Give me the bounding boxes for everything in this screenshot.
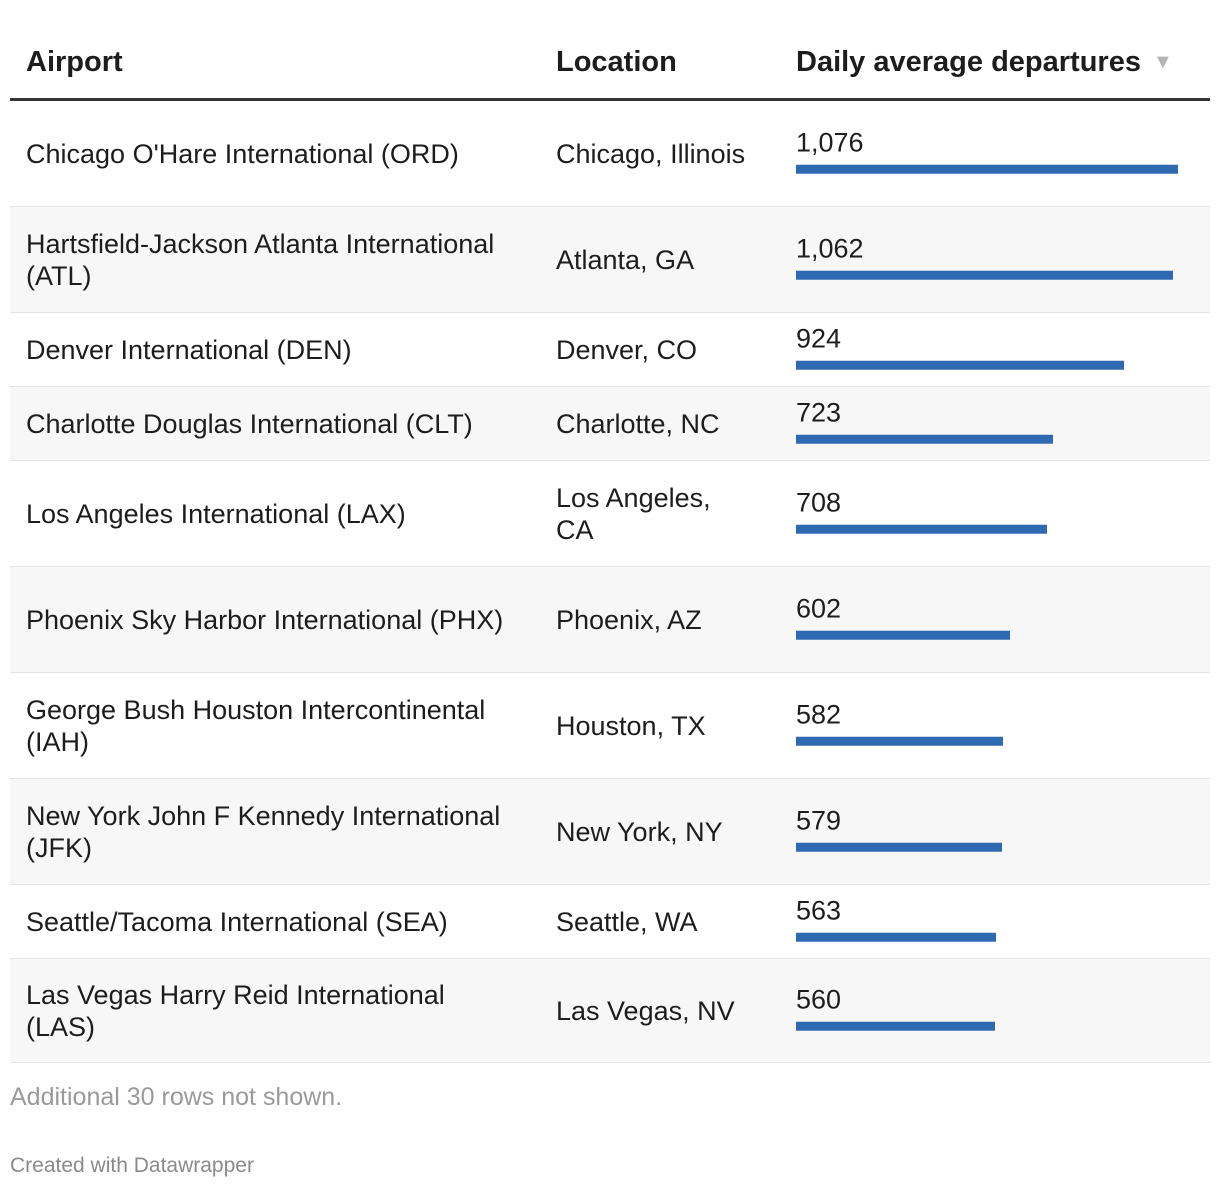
departures-value: 602 (796, 593, 842, 624)
bar-track (796, 524, 1196, 534)
column-header-departures-label: Daily average departures (796, 46, 1141, 78)
table-row: Los Angeles International (LAX) Los Angel… (10, 461, 1210, 567)
airport-cell: Seattle/Tacoma International (SEA) (26, 906, 448, 937)
departures-bar (796, 164, 1178, 174)
table-header: Airport Location Daily average departure… (10, 0, 1210, 101)
bar-track (796, 736, 1196, 746)
departures-cell: 1,062 (796, 232, 1196, 280)
departures-bar (796, 932, 996, 942)
location-cell: Houston, TX (556, 710, 706, 741)
airport-cell: George Bush Houston Intercontinental (IA… (26, 694, 486, 757)
table-row: Seattle/Tacoma International (SEA) Seattl… (10, 885, 1210, 959)
departures-bar (796, 270, 1173, 280)
departures-value: 563 (796, 895, 842, 926)
bar-track (796, 360, 1196, 370)
column-header-departures[interactable]: Daily average departures ▼ (796, 46, 1173, 79)
column-header-airport[interactable]: Airport (26, 46, 123, 78)
departures-value: 1,062 (796, 233, 864, 264)
bar-track (796, 1021, 1196, 1031)
departures-value: 723 (796, 397, 842, 428)
departures-bar (796, 434, 1053, 444)
column-header-location[interactable]: Location (556, 46, 677, 78)
departures-value: 560 (796, 984, 842, 1015)
location-cell: Charlotte, NC (556, 408, 720, 439)
data-table: Airport Location Daily average departure… (10, 0, 1210, 1063)
departures-cell: 708 (796, 486, 1196, 534)
departures-bar (796, 524, 1047, 534)
location-cell: Atlanta, GA (556, 244, 695, 275)
table-row: New York John F Kennedy International (J… (10, 779, 1210, 885)
table-row: Las Vegas Harry Reid International (LAS)… (10, 959, 1210, 1063)
table-body: Chicago O'Hare International (ORD) Chicag… (10, 101, 1210, 1063)
sort-descending-icon[interactable]: ▼ (1152, 51, 1173, 73)
departures-cell: 579 (796, 804, 1196, 852)
bar-track (796, 434, 1196, 444)
bar-track (796, 842, 1196, 852)
location-cell: Las Vegas, NV (556, 995, 735, 1026)
location-cell: Denver, CO (556, 334, 698, 365)
location-cell: Chicago, Illinois (556, 138, 746, 169)
airport-cell: Los Angeles International (LAX) (26, 498, 406, 529)
bar-track (796, 630, 1196, 640)
bar-track (796, 270, 1196, 280)
departures-value: 1,076 (796, 127, 864, 158)
table-row: Chicago O'Hare International (ORD) Chicag… (10, 101, 1210, 207)
table-row: George Bush Houston Intercontinental (IA… (10, 673, 1210, 779)
departures-value: 708 (796, 487, 842, 518)
departures-cell: 1,076 (796, 126, 1196, 174)
departures-cell: 560 (796, 983, 1196, 1031)
departures-cell: 602 (796, 592, 1196, 640)
location-cell: Los Angeles, CA (556, 482, 711, 545)
table-notes: Additional 30 rows not shown. (10, 1083, 343, 1111)
departures-value: 924 (796, 323, 842, 354)
departures-cell: 723 (796, 396, 1196, 444)
table-row: Hartsfield-Jackson Atlanta International… (10, 207, 1210, 313)
airport-cell: Las Vegas Harry Reid International (LAS) (26, 979, 445, 1042)
table-row: Charlotte Douglas International (CLT) Cha… (10, 387, 1210, 461)
table-row: Phoenix Sky Harbor International (PHX) Ph… (10, 567, 1210, 673)
departures-bar (796, 736, 1003, 746)
departures-cell: 582 (796, 698, 1196, 746)
bar-track (796, 932, 1196, 942)
table-row: Denver International (DEN) Denver, CO 924 (10, 313, 1210, 387)
airport-cell: Chicago O'Hare International (ORD) (26, 138, 459, 169)
location-cell: Seattle, WA (556, 906, 698, 937)
departures-cell: 924 (796, 322, 1196, 370)
departures-bar (796, 360, 1124, 370)
departures-bar (796, 630, 1010, 640)
location-cell: New York, NY (556, 816, 723, 847)
airport-cell: Phoenix Sky Harbor International (PHX) (26, 604, 504, 635)
airport-cell: Charlotte Douglas International (CLT) (26, 408, 473, 439)
credit-line[interactable]: Created with Datawrapper (10, 1154, 254, 1177)
departures-value: 582 (796, 699, 842, 730)
location-cell: Phoenix, AZ (556, 604, 702, 635)
departures-bar (796, 842, 1002, 852)
airport-cell: Denver International (DEN) (26, 334, 352, 365)
airport-cell: New York John F Kennedy International (J… (26, 800, 501, 863)
departures-cell: 563 (796, 894, 1196, 942)
departures-bar (796, 1021, 995, 1031)
airport-cell: Hartsfield-Jackson Atlanta International… (26, 228, 495, 291)
bar-track (796, 164, 1196, 174)
departures-value: 579 (796, 805, 842, 836)
